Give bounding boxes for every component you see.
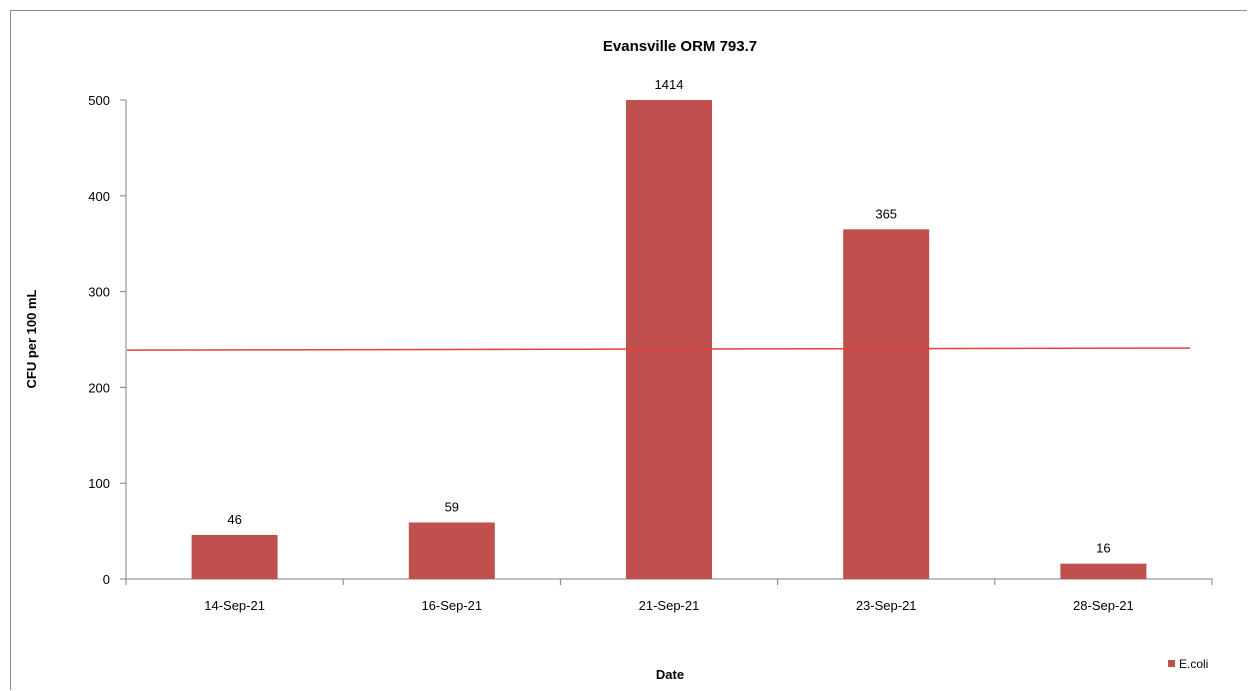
y-tick-label: 300 — [88, 285, 110, 300]
reference-line — [126, 347, 1191, 351]
bar-23-Sep-21 — [843, 229, 930, 579]
data-label: 46 — [227, 512, 241, 527]
y-tick-label: 200 — [88, 380, 110, 395]
bar-28-Sep-21 — [1060, 563, 1147, 579]
y-tick-label: 0 — [103, 572, 110, 587]
x-tick-label: 16-Sep-21 — [421, 598, 482, 613]
x-tick-label: 14-Sep-21 — [204, 598, 265, 613]
legend: E.coli — [1168, 657, 1208, 671]
bar-21-Sep-21 — [626, 100, 712, 579]
legend-label-ecoli: E.coli — [1179, 657, 1208, 671]
y-tick-label: 400 — [88, 189, 110, 204]
y-tick-label: 100 — [88, 476, 110, 491]
y-tick-label: 500 — [88, 93, 110, 108]
x-axis-title: Date — [656, 667, 684, 682]
x-tick-label: 28-Sep-21 — [1073, 598, 1134, 613]
data-label: 16 — [1096, 541, 1110, 556]
chart-title: Evansville ORM 793.7 — [603, 38, 757, 55]
y-axis-title: CFU per 100 mL — [24, 289, 39, 388]
bar-14-Sep-21 — [191, 534, 278, 579]
chart-frame — [10, 10, 1247, 690]
legend-swatch-ecoli — [1168, 660, 1175, 667]
data-label: 1414 — [655, 77, 684, 92]
x-tick-label: 23-Sep-21 — [856, 598, 917, 613]
x-tick-label: 21-Sep-21 — [639, 598, 700, 613]
data-label: 365 — [875, 206, 897, 221]
bar-16-Sep-21 — [408, 522, 495, 579]
data-label: 59 — [445, 499, 459, 514]
